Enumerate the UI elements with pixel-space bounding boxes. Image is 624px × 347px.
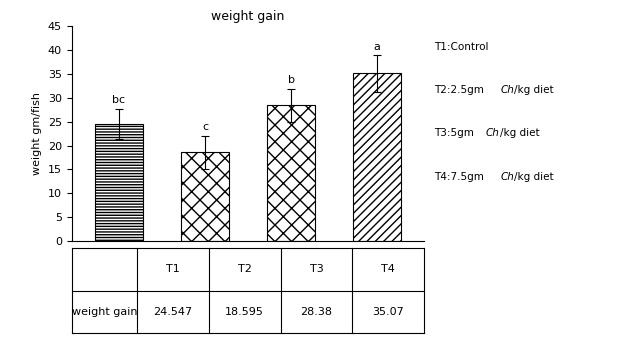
Text: /kg diet: /kg diet [500,128,539,138]
Text: /kg diet: /kg diet [514,172,554,182]
Text: a: a [374,42,381,52]
Text: T2: T2 [238,264,251,274]
Text: T4: T4 [381,264,396,274]
Bar [268,105,314,241]
Text: 18.595: 18.595 [225,307,264,317]
Text: T1: T1 [166,264,180,274]
Bar [182,152,228,241]
Text: 28.38: 28.38 [301,307,333,317]
Text: Ch: Ch [500,85,514,95]
Text: 24.547: 24.547 [154,307,192,317]
Text: 35.07: 35.07 [373,307,404,317]
Bar [95,124,143,241]
Text: c: c [202,122,208,132]
Text: /kg diet: /kg diet [514,85,554,95]
Text: T3: T3 [310,264,323,274]
Text: weight gain: weight gain [72,307,137,317]
Text: Ch: Ch [485,128,499,138]
Text: bc: bc [112,95,125,105]
Text: T3:5gm: T3:5gm [434,128,477,138]
Text: T4:7.5gm: T4:7.5gm [434,172,487,182]
Bar [353,74,401,241]
Y-axis label: weight gm/fish: weight gm/fish [32,92,42,175]
Text: b: b [288,75,295,85]
Text: Ch: Ch [500,172,514,182]
Text: T1:Control: T1:Control [434,42,488,52]
Title: weight gain: weight gain [212,10,285,24]
Text: T2:2.5gm: T2:2.5gm [434,85,487,95]
